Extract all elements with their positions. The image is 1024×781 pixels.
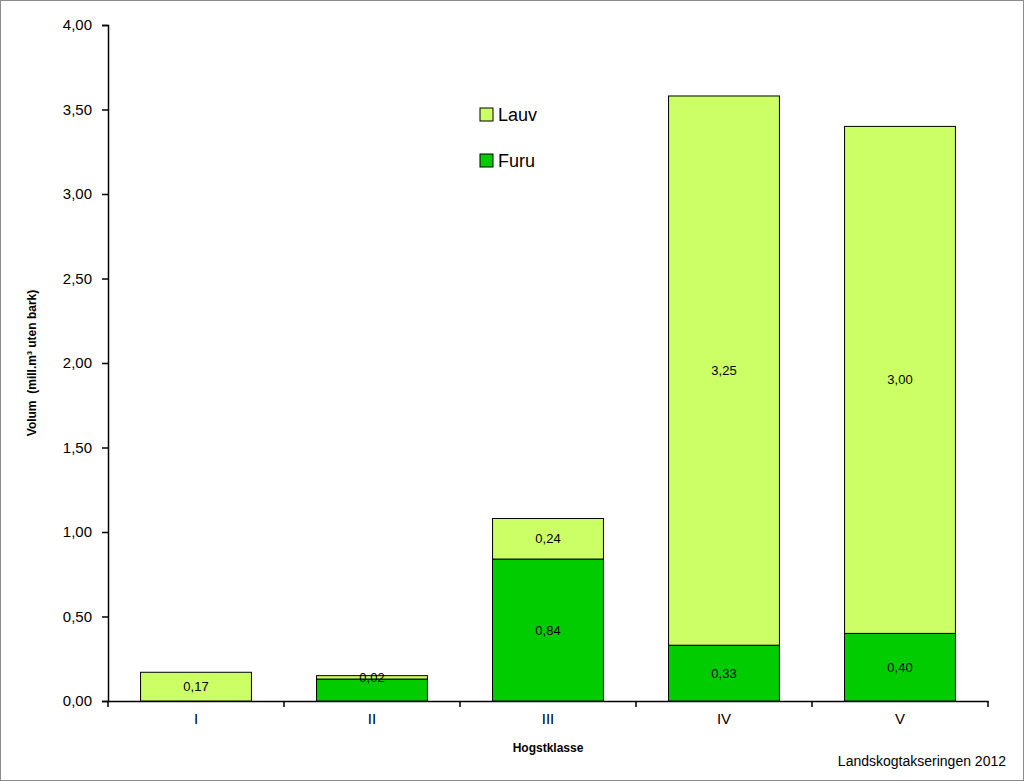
x-tick-label: I bbox=[194, 710, 198, 727]
data-label: 0,17 bbox=[183, 679, 208, 694]
bar-segment bbox=[845, 126, 956, 633]
legend-swatch bbox=[480, 108, 493, 121]
x-axis: IIIIIIIVV bbox=[108, 701, 989, 727]
x-tick-label: V bbox=[895, 710, 905, 727]
data-label: 0,33 bbox=[711, 666, 736, 681]
source-note: Landskogtakseringen 2012 bbox=[838, 753, 1006, 769]
y-tick-mark bbox=[102, 109, 108, 111]
y-tick: 0,50 bbox=[63, 608, 108, 625]
data-label: 0,24 bbox=[535, 531, 560, 546]
y-tick: 1,50 bbox=[63, 439, 108, 456]
x-separator bbox=[283, 701, 285, 707]
x-tick-label: IV bbox=[717, 710, 731, 727]
legend: Lauv Furu bbox=[480, 105, 537, 171]
y-tick-label: 1,50 bbox=[63, 439, 92, 456]
y-axis: 0,00 0,50 1,00 1,50 2,00 2,50 3,00 3,50 4,00 bbox=[63, 16, 109, 709]
y-tick-mark bbox=[102, 25, 108, 27]
x-axis-title: Hogstklasse bbox=[513, 741, 584, 755]
x-tick: II bbox=[368, 701, 376, 727]
y-tick: 2,50 bbox=[63, 270, 108, 287]
y-tick-mark bbox=[102, 532, 108, 534]
x-separator bbox=[459, 701, 461, 707]
y-tick-label: 2,50 bbox=[63, 270, 92, 287]
y-tick: 0,00 bbox=[63, 692, 108, 709]
y-tick-mark bbox=[102, 278, 108, 280]
y-tick: 3,00 bbox=[63, 185, 108, 202]
y-tick: 1,00 bbox=[63, 523, 108, 540]
plot-area bbox=[141, 96, 956, 701]
legend-label: Lauv bbox=[498, 105, 537, 125]
y-tick-label: 2,00 bbox=[63, 354, 92, 371]
bar-segment bbox=[493, 559, 604, 701]
x-tick: III bbox=[542, 701, 555, 727]
data-label: 3,25 bbox=[711, 363, 736, 378]
data-label: 0,40 bbox=[887, 660, 912, 675]
x-separator bbox=[811, 701, 813, 707]
data-label: 0,02 bbox=[359, 670, 384, 685]
chart: 0,000,501,001,502,002,503,003,504,00IIII… bbox=[0, 0, 1024, 781]
x-separator bbox=[635, 701, 637, 707]
y-tick-label: 3,00 bbox=[63, 185, 92, 202]
x-tick: IV bbox=[717, 701, 731, 727]
y-tick-label: 0,50 bbox=[63, 608, 92, 625]
data-labels: 0,84 0,33 0,40 0,17 0,02 0,24 3,25 3,00 bbox=[183, 363, 912, 694]
y-tick-mark bbox=[102, 363, 108, 365]
data-label: 3,00 bbox=[887, 372, 912, 387]
x-tick-label: II bbox=[368, 710, 376, 727]
y-tick: 3,50 bbox=[63, 101, 108, 118]
x-separator bbox=[107, 701, 109, 707]
y-tick-mark bbox=[102, 701, 108, 703]
x-separator bbox=[987, 701, 989, 707]
y-tick-mark bbox=[102, 447, 108, 449]
legend-item: Furu bbox=[480, 151, 535, 171]
x-tick: V bbox=[895, 701, 905, 727]
x-tick: I bbox=[194, 701, 198, 727]
legend-swatch bbox=[480, 154, 493, 167]
y-tick-label: 1,00 bbox=[63, 523, 92, 540]
data-label: 0,84 bbox=[535, 623, 560, 638]
bar-segment bbox=[669, 645, 780, 701]
y-tick: 2,00 bbox=[63, 354, 108, 371]
y-axis-line bbox=[102, 26, 109, 702]
y-tick-mark bbox=[102, 194, 108, 196]
x-tick-label: III bbox=[542, 710, 555, 727]
bar-segment bbox=[141, 672, 252, 701]
chart-frame bbox=[1, 1, 1024, 781]
y-tick: 4,00 bbox=[63, 16, 108, 33]
y-tick-label: 3,50 bbox=[63, 101, 92, 118]
y-tick-label: 4,00 bbox=[63, 16, 92, 33]
bar-segment bbox=[669, 96, 780, 645]
legend-label: Furu bbox=[498, 151, 535, 171]
legend-item: Lauv bbox=[480, 105, 537, 125]
y-axis-title: Volum (mill.m³ uten bark) bbox=[25, 290, 39, 436]
y-tick-label: 0,00 bbox=[63, 692, 92, 709]
bar-segment bbox=[493, 518, 604, 559]
bar-segment bbox=[845, 633, 956, 701]
y-tick-mark bbox=[102, 616, 108, 618]
